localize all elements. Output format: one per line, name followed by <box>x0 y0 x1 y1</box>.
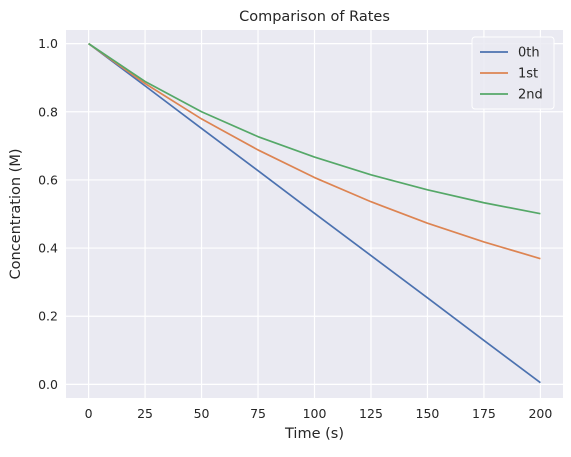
legend-entry-label: 0th <box>518 46 540 61</box>
x-tick-label: 25 <box>137 406 153 421</box>
x-tick-label: 75 <box>250 406 266 421</box>
x-tick-label: 125 <box>359 406 383 421</box>
series-line-0th <box>88 42 541 384</box>
series-line-1st <box>88 42 541 260</box>
legend-box <box>471 36 555 110</box>
y-tick-label: 0.8 <box>38 104 58 119</box>
y-axis-label: Concentration (M) <box>8 148 24 279</box>
x-tick-label: 50 <box>194 406 210 421</box>
legend-entry-label: 1st <box>518 67 538 82</box>
series-line-2nd <box>88 42 541 215</box>
chart-title: Comparison of Rates <box>239 9 390 25</box>
x-tick-label: 100 <box>303 406 327 421</box>
x-tick-label: 200 <box>528 406 552 421</box>
y-tick-label: 0.6 <box>38 172 58 187</box>
y-axis-ticks: 0.0 0.2 0.4 0.6 0.8 1.0 <box>38 36 58 392</box>
legend-entry-label: 2nd <box>518 88 543 103</box>
y-tick-label: 1.0 <box>38 36 58 51</box>
x-tick-label: 175 <box>472 406 496 421</box>
y-tick-label: 0.0 <box>38 377 58 392</box>
x-axis-label: Time (s) <box>284 426 344 442</box>
x-axis-ticks: 0 25 50 75 100 125 150 175 200 <box>85 406 553 421</box>
x-tick-label: 150 <box>416 406 440 421</box>
x-tick-label: 0 <box>85 406 93 421</box>
legend: 0th 1st 2nd <box>471 36 555 110</box>
y-tick-label: 0.2 <box>38 309 58 324</box>
series-lines <box>88 42 541 384</box>
y-tick-label: 0.4 <box>38 241 58 256</box>
